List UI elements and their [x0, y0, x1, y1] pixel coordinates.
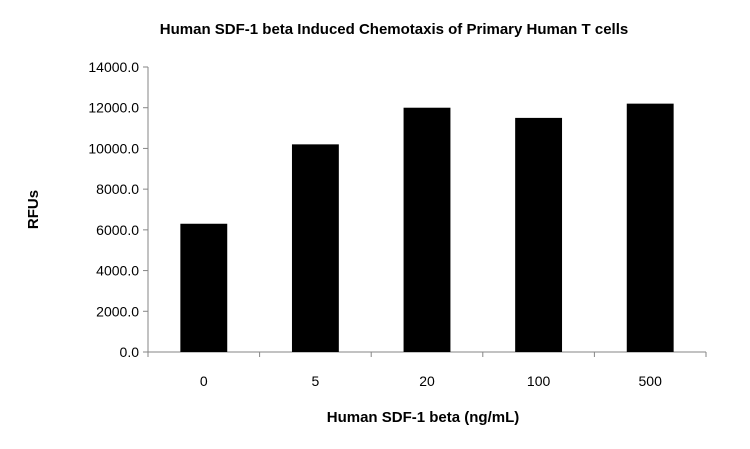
bar — [515, 117, 563, 353]
y-axis: 0.0 2000.0 4000.0 6000.0 8000.0 10000.0 12000.… — [88, 59, 149, 360]
y-tick-label: 2000.0 — [96, 303, 139, 319]
y-tick-label: 14000.0 — [88, 59, 139, 75]
x-axis: 0 5 20 100 500 — [147, 351, 707, 389]
chart-title: Human SDF-1 beta Induced Chemotaxis of P… — [160, 21, 628, 38]
bar — [403, 107, 451, 352]
bar — [626, 103, 674, 353]
y-axis-title: RFUs — [25, 190, 42, 229]
y-tick-label: 4000.0 — [96, 263, 139, 279]
y-tick-label: 6000.0 — [96, 222, 139, 238]
y-tick-label: 0.0 — [120, 344, 140, 360]
bar — [291, 144, 339, 352]
bars — [180, 103, 674, 353]
bar — [180, 223, 228, 352]
x-tick-label: 5 — [312, 373, 320, 389]
x-tick-label: 0 — [200, 373, 208, 389]
y-tick-label: 12000.0 — [88, 100, 139, 116]
y-tick-label: 8000.0 — [96, 181, 139, 197]
x-tick-label: 100 — [527, 373, 551, 389]
x-axis-title: Human SDF-1 beta (ng/mL) — [327, 409, 520, 426]
x-tick-label: 20 — [419, 373, 435, 389]
x-tick-label: 500 — [639, 373, 663, 389]
y-tick-label: 10000.0 — [88, 140, 139, 156]
